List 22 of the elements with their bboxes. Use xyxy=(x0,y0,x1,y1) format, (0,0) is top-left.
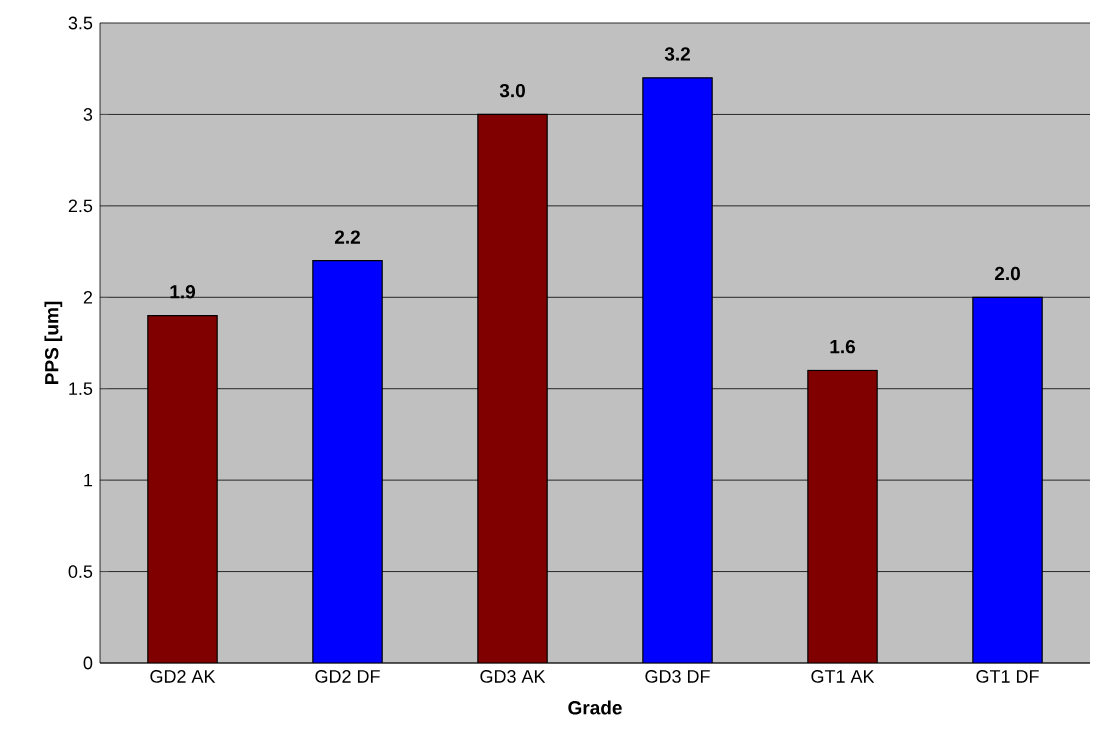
data-label: 3.2 xyxy=(664,47,690,61)
y-tick-label: 2.5 xyxy=(68,199,93,213)
x-tick-label: GD3 DF xyxy=(645,670,710,683)
x-tick-label: GT1 AK xyxy=(811,670,875,683)
x-tick-label: GD2 DF xyxy=(315,670,380,683)
data-label: 1.6 xyxy=(830,339,856,354)
x-axis-title: Grade xyxy=(568,700,622,715)
data-label: 3.0 xyxy=(499,83,525,98)
data-label: 2.0 xyxy=(994,266,1020,281)
y-tick-label: 3 xyxy=(83,108,93,121)
y-tick-label: 2 xyxy=(83,290,93,304)
data-label: 2.2 xyxy=(334,230,360,244)
y-tick-label: 0 xyxy=(83,656,93,670)
y-tick-label: 0.5 xyxy=(68,565,93,578)
y-tick-label: 3.5 xyxy=(68,16,93,30)
data-label: 1.9 xyxy=(170,285,196,299)
y-tick-label: 1.5 xyxy=(69,382,93,395)
y-axis-title: PPS [um] xyxy=(44,301,63,384)
x-tick-label: GD3 AK xyxy=(480,670,546,683)
y-tick-label: 1 xyxy=(84,473,93,487)
x-tick-label: GD2 AK xyxy=(150,670,216,683)
x-tick-label: GT1 DF xyxy=(976,670,1039,683)
